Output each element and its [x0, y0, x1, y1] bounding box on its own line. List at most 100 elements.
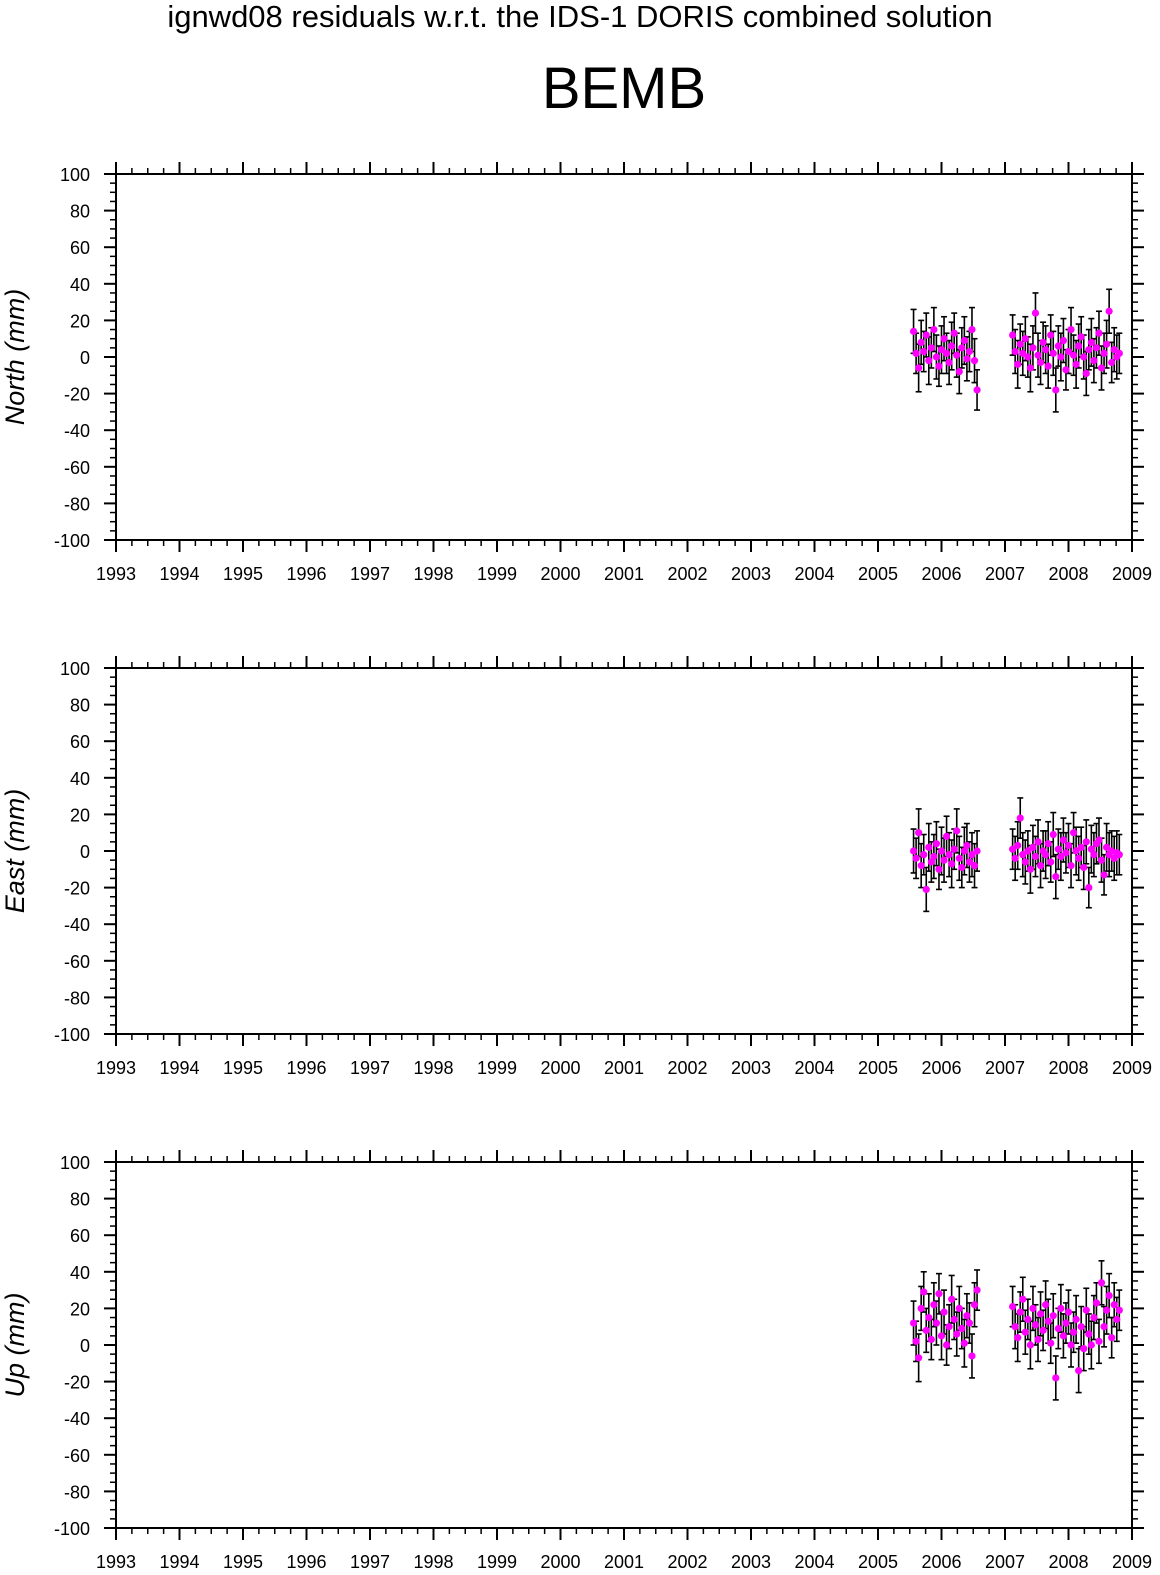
- data-point: [909, 847, 918, 855]
- data-point: [925, 1313, 933, 1322]
- x-tick-label: 1996: [286, 564, 326, 584]
- data-point: [1031, 309, 1040, 317]
- panel-1: 1993 1994 1995 1996 1997 1998 1999 2000 2001 2002…: [0, 162, 1152, 584]
- data-point: [1044, 362, 1052, 370]
- data-point: [1072, 847, 1080, 855]
- data-point: [1016, 1308, 1024, 1316]
- data-point: [1097, 364, 1106, 372]
- y-tick-label: 80: [70, 696, 90, 716]
- x-tick-label: 1999: [477, 1552, 517, 1572]
- data-point: [1064, 1308, 1073, 1316]
- y-tick-label: -40: [64, 421, 90, 441]
- data-point: [1021, 335, 1029, 343]
- data-point: [930, 852, 938, 861]
- data-point: [973, 386, 981, 394]
- x-tick-label: 1996: [286, 1552, 326, 1572]
- y-tick-label: 0: [80, 348, 90, 368]
- data-point: [909, 1319, 918, 1327]
- x-tick-label: 2006: [921, 1552, 961, 1572]
- x-tick-label: 1993: [96, 564, 136, 584]
- data-point: [940, 335, 948, 343]
- x-tick-label: 1998: [413, 1058, 453, 1078]
- x-tick-label: 1994: [159, 1058, 199, 1078]
- x-tick-label: 2004: [794, 1552, 834, 1572]
- data-point: [937, 346, 946, 354]
- data-point: [1069, 829, 1078, 837]
- data-point: [1052, 873, 1060, 881]
- y-tick-label: 20: [70, 311, 90, 331]
- x-tick-label: 2009: [1112, 1552, 1152, 1572]
- data-point: [1031, 1321, 1040, 1329]
- data-point: [1090, 1313, 1098, 1322]
- data-point: [955, 1304, 963, 1312]
- data-point: [953, 351, 961, 359]
- data-point: [1019, 1295, 1027, 1303]
- data-point: [1090, 851, 1098, 859]
- y-tick-label: -20: [64, 879, 90, 899]
- plot-frame: [115, 1161, 1133, 1529]
- data-point: [1072, 360, 1080, 368]
- y-tick-label: -20: [64, 1373, 90, 1393]
- y-tick-label: 40: [70, 1263, 90, 1283]
- x-tick-label: 1999: [477, 564, 517, 584]
- x-tick-label: 2006: [921, 564, 961, 584]
- data-point: [927, 858, 935, 866]
- data-point: [1097, 856, 1106, 864]
- data-point: [1009, 331, 1017, 339]
- data-point: [932, 1319, 941, 1327]
- data-point: [1034, 838, 1042, 846]
- data-point: [1080, 1345, 1088, 1353]
- data-point: [927, 1335, 935, 1344]
- data-point: [1115, 851, 1123, 859]
- data-point: [1042, 346, 1050, 354]
- data-point: [1062, 366, 1070, 374]
- data-point: [1011, 347, 1019, 356]
- x-tick-label: 1995: [223, 1552, 263, 1572]
- data-point: [1019, 349, 1027, 357]
- x-tick-label: 2004: [794, 1058, 834, 1078]
- data-point: [1075, 1367, 1083, 1375]
- data-point: [1049, 349, 1057, 357]
- data-point: [1016, 340, 1024, 348]
- data-point: [955, 368, 963, 376]
- data-point: [1054, 1324, 1062, 1333]
- y-tick-label: -80: [64, 1482, 90, 1502]
- data-point: [1087, 1341, 1095, 1349]
- data-point: [1057, 353, 1065, 361]
- data-point: [1100, 349, 1108, 357]
- data-point: [1085, 346, 1093, 354]
- data-point: [935, 362, 943, 370]
- data-point: [1067, 1341, 1075, 1349]
- data-point: [1069, 351, 1078, 359]
- data-point: [922, 1326, 930, 1334]
- data-point: [922, 331, 930, 339]
- x-tick-label: 1994: [159, 564, 199, 584]
- data-point: [953, 827, 961, 835]
- data-point: [912, 1337, 920, 1345]
- y-tick-label: 40: [70, 769, 90, 789]
- data-point: [1115, 349, 1123, 357]
- data-point: [1097, 1279, 1106, 1287]
- data-point: [1092, 344, 1101, 352]
- data-point: [1082, 1306, 1090, 1314]
- data-point: [930, 325, 938, 334]
- y-tick-label: -100: [54, 1025, 90, 1045]
- y-tick-label: 60: [70, 238, 90, 258]
- x-tick-label: 1997: [350, 564, 390, 584]
- data-point: [968, 325, 976, 334]
- data-point: [940, 856, 948, 864]
- station-name: BEMB: [541, 56, 707, 121]
- data-point: [1011, 1323, 1019, 1331]
- data-point: [1115, 1306, 1123, 1314]
- data-point: [1036, 358, 1045, 367]
- data-point: [1052, 1374, 1060, 1382]
- data-point: [1095, 329, 1103, 337]
- y-tick-label: 40: [70, 275, 90, 295]
- data-point: [1011, 854, 1019, 862]
- data-point: [1080, 863, 1088, 872]
- x-tick-label: 2007: [985, 1552, 1025, 1572]
- data-point: [1095, 836, 1103, 844]
- data-point: [1110, 854, 1118, 862]
- data-point: [1087, 845, 1095, 853]
